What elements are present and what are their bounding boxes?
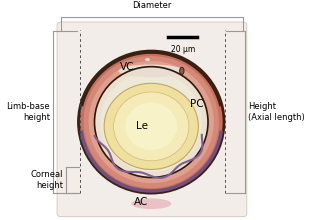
- Ellipse shape: [119, 64, 184, 77]
- Ellipse shape: [95, 67, 208, 178]
- Text: Diameter: Diameter: [132, 1, 172, 10]
- Text: VC: VC: [120, 62, 134, 72]
- Text: Limb-base
height: Limb-base height: [6, 102, 50, 122]
- Ellipse shape: [84, 56, 219, 188]
- Ellipse shape: [114, 92, 189, 161]
- Ellipse shape: [100, 72, 202, 172]
- Ellipse shape: [180, 67, 184, 75]
- Text: AC: AC: [134, 197, 149, 207]
- Text: 20 μm: 20 μm: [171, 45, 195, 54]
- Ellipse shape: [89, 61, 214, 183]
- Text: Height
(Axial length): Height (Axial length): [248, 102, 305, 122]
- Ellipse shape: [104, 83, 198, 169]
- Text: Le: Le: [136, 121, 148, 131]
- FancyBboxPatch shape: [57, 22, 247, 217]
- Ellipse shape: [125, 103, 177, 150]
- Ellipse shape: [79, 51, 224, 193]
- Text: Corneal
height: Corneal height: [30, 170, 63, 190]
- Ellipse shape: [131, 198, 171, 209]
- Text: PC: PC: [190, 99, 204, 109]
- Ellipse shape: [145, 58, 150, 61]
